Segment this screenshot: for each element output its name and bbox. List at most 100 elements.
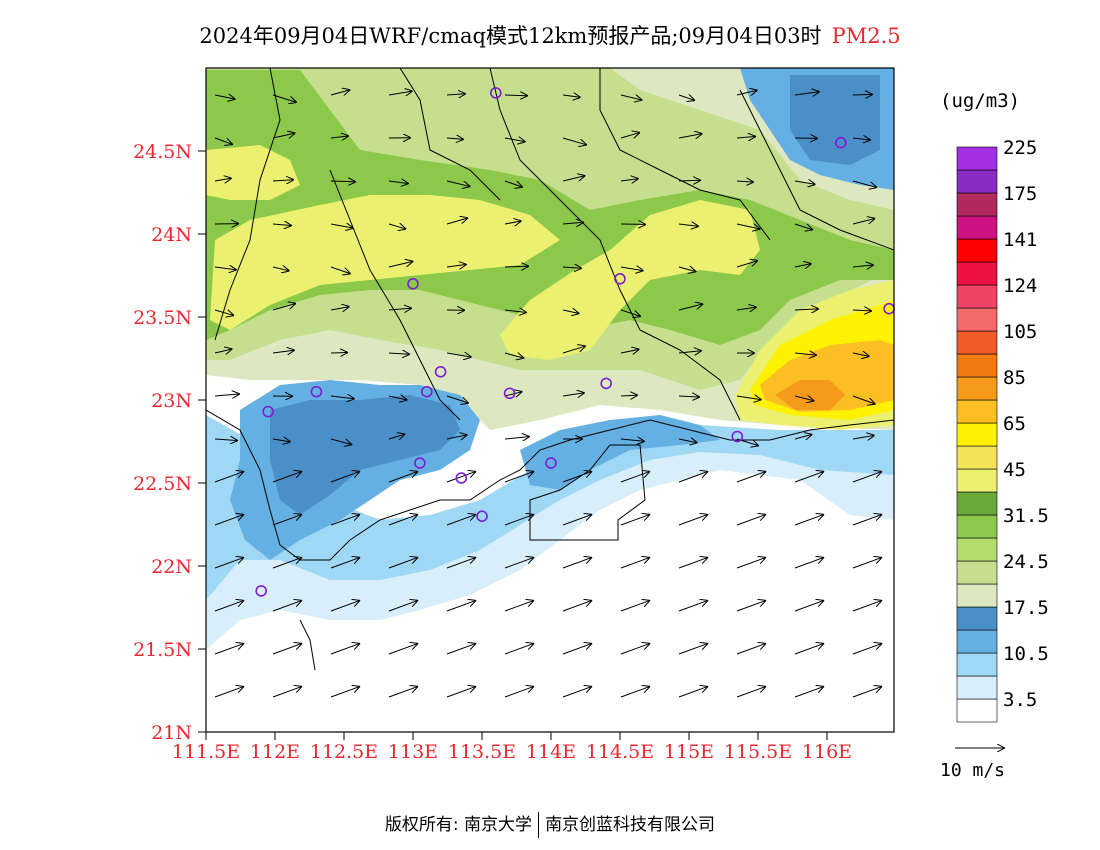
wind-arrow [446, 353, 471, 357]
wind-arrow [678, 687, 707, 698]
wind-arrow [446, 218, 467, 225]
wind-arrow [620, 349, 639, 353]
legend-swatch [956, 675, 998, 700]
wind-arrow [736, 558, 765, 569]
wind-arrow [562, 267, 581, 268]
legend-swatch [956, 261, 998, 286]
wind-arrow [736, 687, 765, 698]
wind-arrow [272, 350, 294, 353]
legend-swatch [956, 330, 998, 355]
wind-arrow [214, 558, 243, 569]
wind-arrow [272, 439, 290, 442]
wind-arrow [214, 472, 243, 483]
wind-arrow [388, 515, 417, 526]
wind-arrow [562, 558, 591, 569]
color-legend: 3.5 10.5 17.5 24.5 31.5 45 65 85 105 124 141 175 225 [956, 137, 1049, 723]
legend-label: 45 [1003, 459, 1026, 481]
wind-arrow [620, 687, 649, 698]
wind-arrow [852, 138, 870, 140]
wind-arrow [214, 439, 237, 441]
wind-arrow [214, 267, 236, 270]
wind-arrow [794, 396, 813, 401]
wind-arrow [272, 267, 289, 271]
wind-arrow [620, 644, 649, 655]
lat-tick-label: 23.5N [133, 307, 192, 329]
wind-arrow [330, 266, 350, 274]
lon-tick-label: 113E [388, 741, 438, 763]
field-yellow-west [210, 195, 560, 330]
wind-arrow [852, 515, 881, 526]
wind-arrow [852, 644, 881, 655]
wind-arrow [794, 435, 811, 440]
wind-arrow [272, 224, 291, 226]
wind-arrow [446, 265, 466, 268]
legend-swatch [956, 422, 998, 447]
lat-tick-label: 21N [151, 722, 192, 744]
wind-arrow [852, 353, 869, 356]
wind-arrow [678, 515, 707, 526]
wind-arrow [620, 558, 649, 569]
legend-swatch [956, 399, 998, 424]
wind-arrow [736, 601, 765, 612]
wind-arrow [214, 515, 243, 526]
wind-arrow [620, 267, 643, 271]
legend-swatch [956, 560, 998, 585]
wind-arrow [794, 181, 815, 184]
wind-arrow [562, 393, 584, 396]
wind-arrow [388, 396, 407, 400]
station-markers [255, 87, 895, 597]
wind-arrow [562, 346, 585, 354]
legend-label: 175 [1003, 183, 1037, 205]
wind-arrow [504, 221, 521, 224]
wind-arrow [388, 224, 405, 229]
wind-arrow [678, 134, 702, 138]
wind-arrow [620, 309, 640, 316]
legend-swatch [956, 284, 998, 309]
legend-swatch [956, 629, 998, 654]
wind-arrow [678, 95, 694, 100]
wind-arrow [504, 266, 528, 267]
legend-swatch [956, 606, 998, 631]
copyright-left: 版权所有: 南京大学 [384, 815, 533, 835]
wind-arrow [620, 601, 649, 612]
station-marker [255, 585, 268, 597]
wind-arrow [794, 92, 819, 95]
wind-arrow [678, 304, 702, 311]
wind-arrow [388, 181, 408, 184]
legend-swatch [956, 698, 998, 723]
wind-arrow [736, 307, 756, 310]
station-marker [434, 365, 447, 378]
wind-arrow [620, 395, 637, 396]
wind-arrow [794, 472, 823, 483]
wind-arrow [736, 181, 753, 182]
legend-swatch [956, 583, 998, 608]
wind-arrow [736, 472, 765, 483]
wind-arrow [388, 558, 417, 569]
wind-arrow [330, 472, 359, 483]
wind-arrow [214, 349, 232, 353]
lon-tick-label: 113.5E [448, 741, 516, 763]
legend-swatch [956, 169, 998, 194]
wind-arrow [214, 137, 232, 144]
wind-arrow [678, 601, 707, 612]
wind-arrow [272, 644, 301, 655]
title-pollutant: PM2.5 [831, 24, 901, 48]
wind-reference-label: 10 m/s [940, 760, 1006, 781]
station-marker [407, 277, 419, 290]
wind-arrow [620, 95, 641, 100]
wind-arrow [562, 515, 591, 526]
copyright-right: 南京创蓝科技有限公司 [545, 815, 716, 835]
field-yellow-central [500, 200, 760, 360]
wind-arrow [504, 558, 533, 569]
wind-arrow [794, 353, 816, 355]
station-marker [731, 430, 744, 443]
wind-arrow [214, 95, 235, 99]
wind-arrow [446, 687, 475, 698]
wind-arrow [446, 395, 468, 403]
wind-arrow [504, 601, 533, 612]
legend-label: 65 [1003, 413, 1026, 435]
wind-arrow [214, 310, 233, 315]
wind-arrow [852, 94, 872, 95]
wind-arrow [620, 515, 649, 526]
